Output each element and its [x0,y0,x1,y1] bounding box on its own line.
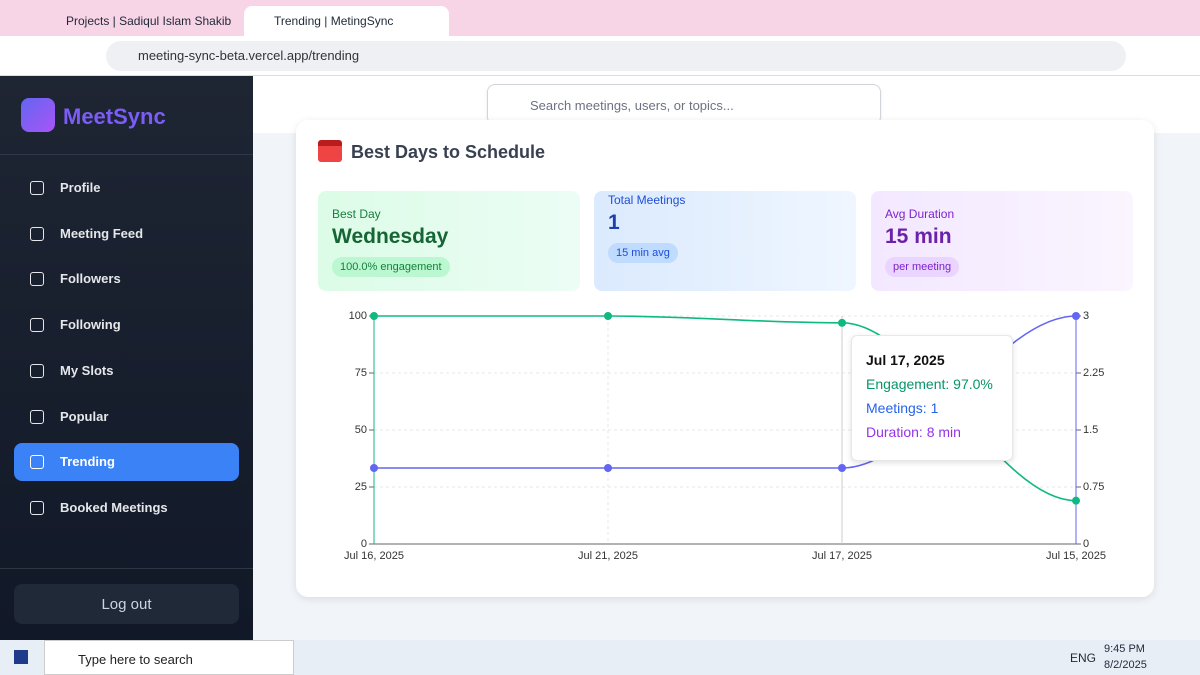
tooltip-line: Engagement: 97.0% [866,376,993,392]
card-value: Wednesday [332,225,449,248]
x-tick-label: Jul 17, 2025 [812,550,872,562]
tab-bar: Projects | Sadiqul Islam Shakib Trending… [0,0,1200,36]
point [838,318,846,327]
nav-label: Popular [60,408,109,424]
card: Total Meetings 1 15 min avg [594,191,856,291]
x-tick-label: Jul 21, 2025 [578,550,638,562]
y2-tick-label: 3 [1083,310,1089,322]
nav-item[interactable]: Booked Meetings [14,489,239,527]
nav-icon [30,318,44,333]
tooltip-line: Meetings: 1 [866,400,939,416]
nav-icon [30,500,44,515]
nav-item[interactable]: My Slots [14,352,239,390]
nav-item[interactable]: Trending [14,443,239,482]
card-note: 15 min avg [608,243,678,263]
nav-label: Meeting Feed [60,225,144,241]
nav-icon [30,455,44,470]
y-tick-label: 50 [355,424,367,436]
y2-tick-label: 1.5 [1083,424,1098,436]
point [604,464,612,472]
tooltip: Jul 17, 2025 Engagement: 97.0% Meetings:… [851,335,1013,461]
x-tick-label: Jul 16, 2025 [344,550,404,562]
time: 9:45 PM [1104,643,1145,655]
x-tick-label: Jul 15, 2025 [1046,550,1106,562]
nav-icon [30,409,44,424]
nav-icon [30,363,44,378]
nav-label: Following [60,317,121,333]
y2-tick-label: 0.75 [1083,481,1104,493]
start-button[interactable] [14,650,28,664]
card-note: 100.0% engagement [332,257,450,277]
card-value: 15 min [885,225,952,248]
nav-icon [30,226,44,241]
nav-label: Trending [60,454,115,470]
y-tick-label: 100 [349,310,367,322]
card-label: Avg Duration [885,207,955,221]
nav-icon [30,272,44,287]
chart: 0 25 50 75 100 0 0.75 1.5 2.25 3 Jul 16, 2025 Jul 2… [344,310,1106,562]
nav-label: Profile [60,180,101,195]
y-tick-label: 75 [355,367,367,379]
point [1072,312,1080,320]
taskbar-search[interactable]: Type here to search [44,640,294,675]
nav-item[interactable]: Profile [14,169,239,207]
divider [0,568,253,569]
point [370,464,378,472]
sidebar: MeetSync Profile Meeting Feed Followers Fol… [0,76,253,640]
language: ENG [1070,651,1097,665]
y-tick-label: 25 [355,481,367,493]
y2-tick-label: 2.25 [1083,367,1104,379]
tooltip-line: Duration: 8 min [866,424,961,440]
nav-item[interactable]: Meeting Feed [14,215,239,253]
nav-item[interactable]: Following [14,306,239,344]
address-bar: meeting-sync-beta.vercel.app/trending [0,36,1200,76]
card-value: 1 [608,211,620,234]
nav-item[interactable]: Popular [14,398,239,436]
card: Best Day Wednesday 100.0% engagement [318,191,580,291]
tab[interactable]: Trending | MetingSync [244,6,449,36]
search[interactable]: Search meetings, users, or topics... [487,84,881,125]
y2-tick-label: 0 [1083,538,1089,550]
point [370,312,378,320]
url[interactable]: meeting-sync-beta.vercel.app/trending [106,41,1126,71]
taskbar: Type here to search ENG 9:45 PM 8/2/2025 [0,640,1200,675]
logo [21,98,55,132]
point [1072,496,1080,505]
nav-label: Followers [60,271,121,287]
tab[interactable]: Projects | Sadiqul Islam Shakib [66,14,232,28]
date: 8/2/2025 [1104,659,1147,671]
logout[interactable]: Log out [14,584,239,624]
calendar-icon [318,140,342,162]
nav-label: Booked Meetings [60,499,168,515]
y-tick-label: 0 [361,538,367,550]
point [838,464,846,472]
nav-item[interactable]: Followers [14,260,239,298]
divider [0,154,253,155]
brand[interactable]: MeetSync [63,104,166,129]
nav-icon [30,181,44,195]
card-label: Best Day [332,207,381,221]
card: Avg Duration 15 min per meeting [871,191,1133,291]
card-note: per meeting [885,257,960,277]
section-title: Best Days to Schedule [351,142,546,162]
point [604,312,612,320]
card-label: Total Meetings [608,193,686,207]
nav-label: My Slots [60,362,114,378]
tooltip-title: Jul 17, 2025 [866,352,945,368]
